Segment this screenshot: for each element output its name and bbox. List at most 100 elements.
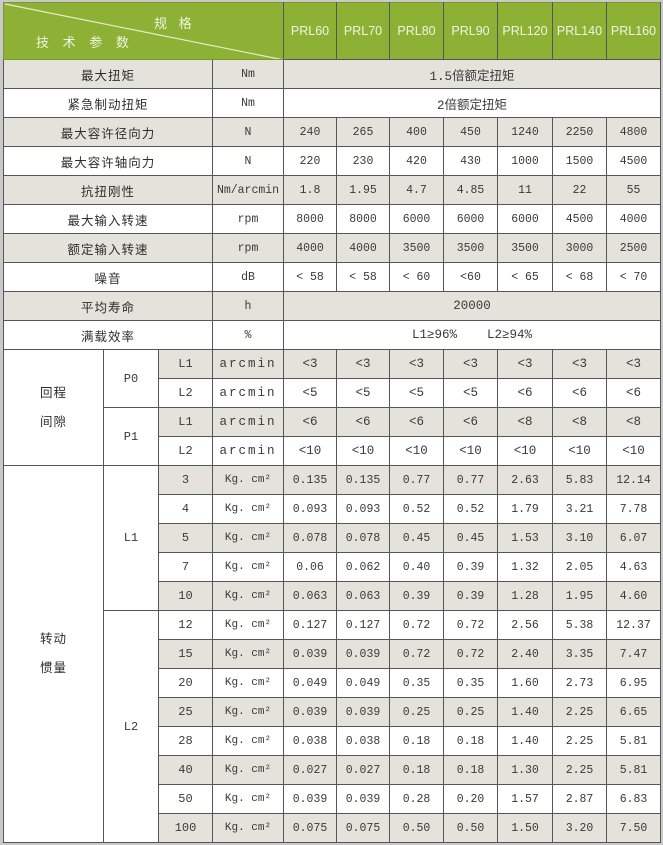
section-label-inertia: 转动 惯量 [3,465,104,843]
value-cell: 0.039 [283,697,337,727]
value-cell: 0.039 [336,639,390,669]
value-cell: 12.37 [606,610,661,640]
unit-cell: N [212,146,284,176]
value-cell: 0.20 [443,784,498,814]
param-label: 最大输入转速 [3,204,213,234]
unit-cell: arcmin [212,349,284,379]
param-label: 平均寿命 [3,291,213,321]
param-label: 满载效率 [3,320,213,350]
value-cell: 1.95 [336,175,390,205]
value-cell: 0.135 [336,465,390,495]
level-cell: L1 [158,407,213,437]
unit-cell: rpm [212,204,284,234]
ratio-cell: 7 [158,552,213,582]
value-cell: <3 [336,349,390,379]
value-cell: <10 [336,436,390,466]
table-row: P1 L1 arcmin <6 <6 <6 <6 <8 <8 <8 [4,407,661,466]
unit-cell: Nm/arcmin [212,175,284,205]
param-label: 紧急制动扭矩 [3,88,213,118]
table-row: 25 Kg. cm² 0.039 0.039 0.25 0.25 1.40 2.25 6.65 [4,697,661,727]
value-cell: 1.50 [497,813,553,843]
value-cell: 3.35 [552,639,607,669]
value-cell: 3500 [497,233,553,263]
column-header-prl60: PRL60 [283,2,337,60]
value-cell: 0.127 [283,610,337,640]
value-cell: < 65 [497,262,553,292]
value-cell: <6 [443,407,498,437]
ratio-cell: 28 [158,726,213,756]
value-cell: 0.45 [389,523,444,553]
value-cell: 0.062 [336,552,390,582]
value-cell: 3500 [443,233,498,263]
value-cell: 5.83 [552,465,607,495]
value-cell: 8000 [336,204,390,234]
value-cell: 5.81 [606,726,661,756]
table-row: 15 Kg. cm² 0.039 0.039 0.72 0.72 2.40 3.35 7.47 [4,639,661,669]
unit-cell: N [212,117,284,147]
column-header-prl90: PRL90 [443,2,498,60]
value-cell: 2.25 [552,726,607,756]
value-cell: 0.093 [336,494,390,524]
grade-cell: P1 [103,407,159,466]
unit-cell: h [212,291,284,321]
param-label: 最大扭矩 [3,59,213,89]
value-cell: 2.05 [552,552,607,582]
span-value-cell: 2倍额定扭矩 [283,88,661,118]
value-cell: 2.56 [497,610,553,640]
unit-cell: Kg. cm² [212,726,284,756]
value-cell: 0.45 [443,523,498,553]
value-cell: 0.77 [443,465,498,495]
value-cell: 1240 [497,117,553,147]
value-cell: < 58 [283,262,337,292]
value-cell: 11 [497,175,553,205]
value-cell: <6 [497,378,553,408]
diagonal-line [4,3,280,59]
value-cell: 0.72 [389,610,444,640]
value-cell: 4500 [606,146,661,176]
value-cell: 0.039 [283,784,337,814]
value-cell: 1.40 [497,726,553,756]
spec-table: 规 格 技 术 参 数 PRL60 PRL70 PRL80 PRL90 PRL120 PR… [3,2,661,843]
value-cell: 0.063 [283,581,337,611]
value-cell: 6000 [497,204,553,234]
ratio-cell: 100 [158,813,213,843]
value-cell: 0.093 [283,494,337,524]
value-cell: 240 [283,117,337,147]
unit-cell: Kg. cm² [212,784,284,814]
value-cell: 0.25 [443,697,498,727]
value-cell: 7.50 [606,813,661,843]
value-cell: 4000 [336,233,390,263]
value-cell: 7.78 [606,494,661,524]
value-cell: 0.39 [443,581,498,611]
value-cell: <60 [443,262,498,292]
value-cell: 1.32 [497,552,553,582]
value-cell: 400 [389,117,444,147]
value-cell: 0.063 [336,581,390,611]
stage-cell: L2 [103,610,159,843]
value-cell: 0.50 [443,813,498,843]
value-cell: 0.72 [443,639,498,669]
value-cell: 430 [443,146,498,176]
value-cell: <3 [606,349,661,379]
unit-cell: % [212,320,284,350]
value-cell: <10 [389,436,444,466]
table-row: 额定输入转速 rpm 4000 4000 3500 3500 3500 3000 2500 [3,233,661,263]
value-cell: 4.60 [606,581,661,611]
ratio-cell: 10 [158,581,213,611]
value-cell: <3 [497,349,553,379]
unit-cell: arcmin [212,378,284,408]
unit-cell: arcmin [212,436,284,466]
unit-cell: Kg. cm² [212,465,284,495]
value-cell: 450 [443,117,498,147]
value-cell: 4800 [606,117,661,147]
span-value-cell: 1.5倍额定扭矩 [283,59,661,89]
value-cell: 0.72 [443,610,498,640]
table-row: 20 Kg. cm² 0.049 0.049 0.35 0.35 1.60 2.73 6.95 [4,668,661,698]
ratio-cell: 4 [158,494,213,524]
header-spec-label: 规 格 [154,16,196,31]
unit-cell: Nm [212,88,284,118]
table-row: 5 Kg. cm² 0.078 0.078 0.45 0.45 1.53 3.10 6.07 [4,523,661,553]
value-cell: 1.30 [497,755,553,785]
value-cell: 2.25 [552,755,607,785]
